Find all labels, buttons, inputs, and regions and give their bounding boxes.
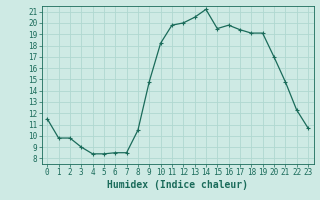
X-axis label: Humidex (Indice chaleur): Humidex (Indice chaleur): [107, 180, 248, 190]
